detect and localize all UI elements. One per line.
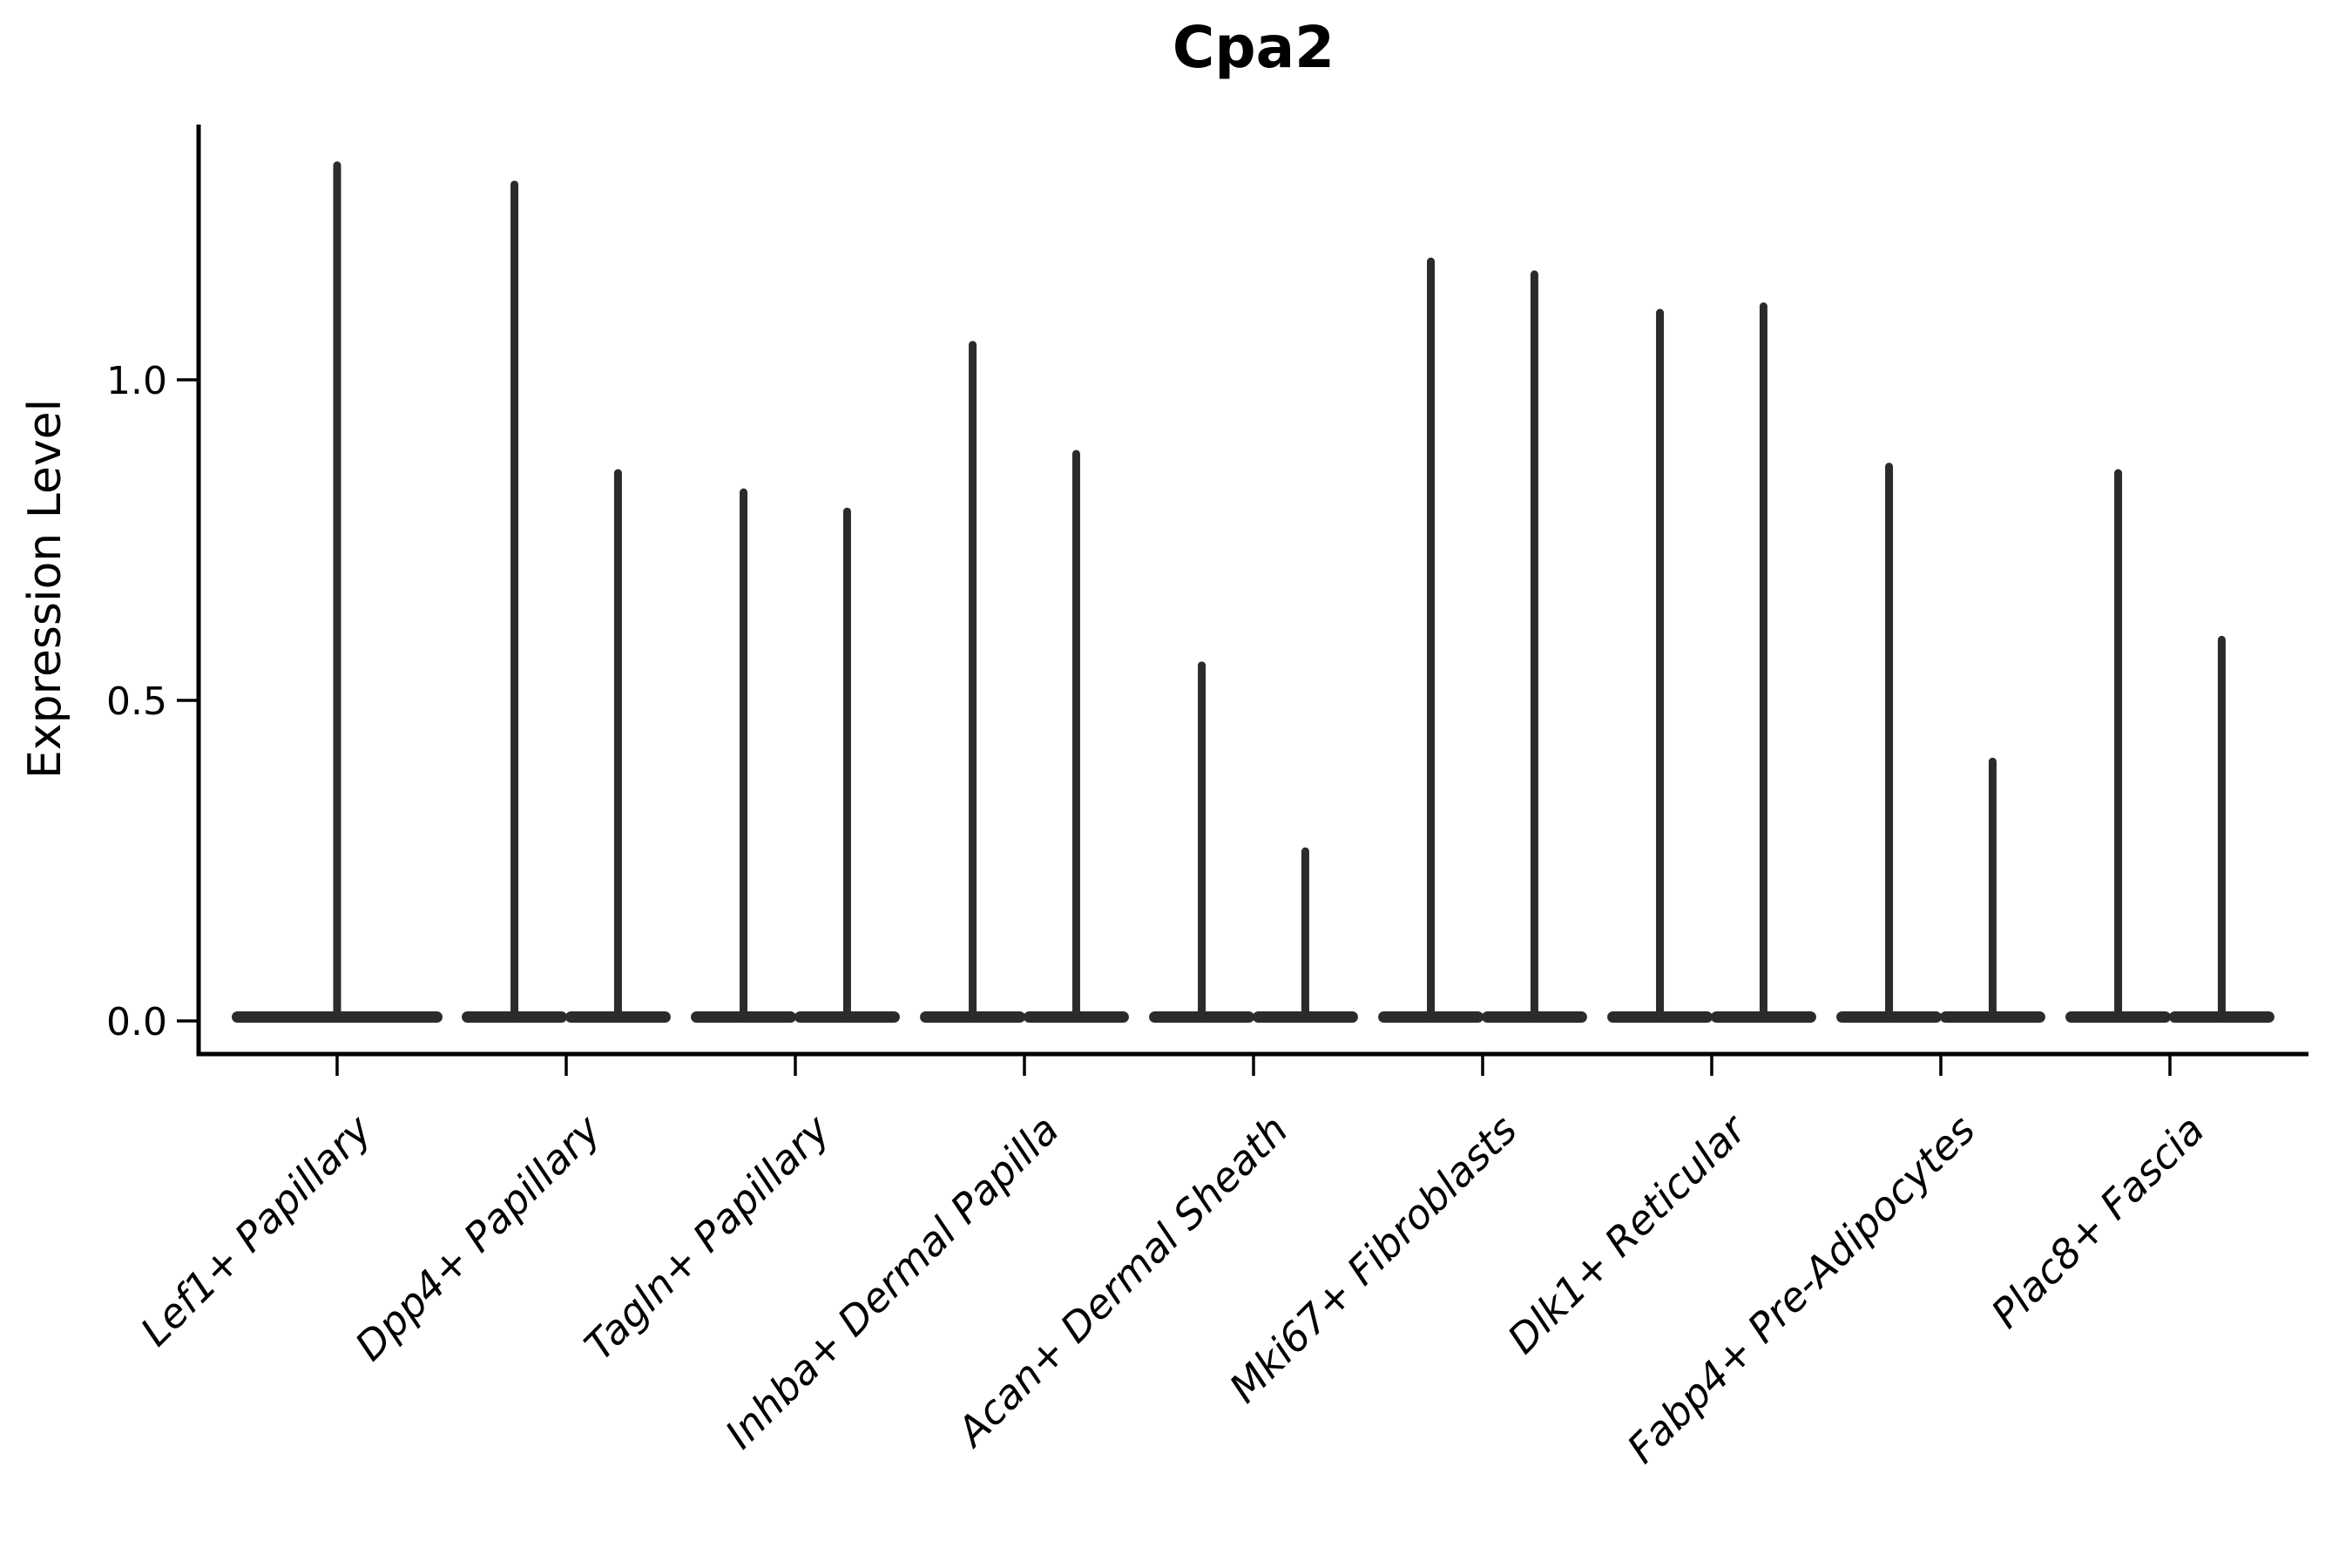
x-tick-label: Tagln+ Papillary	[575, 1105, 839, 1369]
x-tick-label: Plac8+ Fascia	[1982, 1106, 2213, 1337]
y-tick-label: 0.0	[106, 1000, 167, 1044]
x-tick-label: Dlk1+ Reticular	[1498, 1104, 1757, 1362]
y-axis-title: Expression Level	[19, 398, 71, 780]
y-tick-label: 1.0	[106, 359, 167, 403]
x-tick-label: Dpp4+ Papillary	[346, 1105, 610, 1369]
x-tick-label: Lef1+ Papillary	[132, 1105, 381, 1355]
y-tick-label: 0.5	[106, 679, 167, 724]
chart-title: Cpa2	[1172, 14, 1335, 81]
